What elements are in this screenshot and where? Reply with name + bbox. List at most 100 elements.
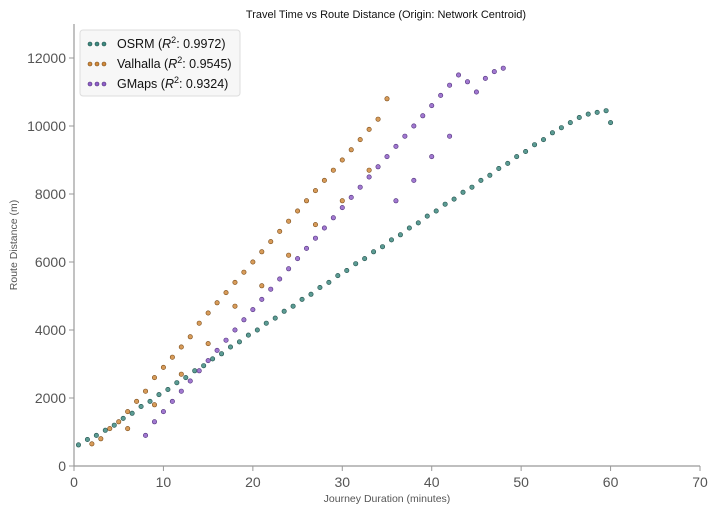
y-tick-label: 0 [58,458,66,474]
data-point [281,308,287,314]
data-point [232,279,238,285]
data-point [514,154,520,160]
data-point [456,72,462,78]
data-point [178,388,184,394]
data-point [232,327,238,333]
data-point [160,409,166,415]
data-point [125,426,131,432]
data-point [505,160,511,166]
legend-marker [87,81,93,87]
y-tick-label: 10000 [27,118,66,134]
legend-label: OSRM (R2: 0.9972) [117,35,226,51]
data-point [259,283,265,289]
data-point [330,215,336,221]
data-point [178,371,184,377]
data-point [460,189,466,195]
x-tick-label: 40 [424,474,440,490]
data-point [277,228,283,234]
legend-marker [94,81,100,87]
x-tick-label: 10 [156,474,172,490]
data-point [160,364,166,370]
data-point [304,198,310,204]
data-point [375,164,381,170]
data-point [491,69,497,75]
data-point [397,232,403,238]
data-point [187,378,193,384]
data-point [259,296,265,302]
data-point [151,402,157,408]
data-points [75,65,614,448]
data-point [339,157,345,163]
data-point [151,375,157,381]
data-point [268,239,274,245]
legend-label: GMaps (R2: 0.9324) [117,75,228,91]
data-point [464,79,470,85]
data-point [339,205,345,211]
x-tick-label: 60 [603,474,619,490]
data-point [585,111,591,117]
data-point [366,126,372,132]
data-point [357,137,363,143]
data-point [380,244,386,250]
data-point [295,256,301,262]
data-point [254,327,260,333]
data-point [241,269,247,275]
data-point [165,386,171,392]
data-point [339,198,345,204]
data-point [438,92,444,98]
data-point [348,147,354,153]
y-tick-label: 4000 [35,322,66,338]
data-point [156,392,162,398]
legend-item-gmaps: GMaps (R2: 0.9324) [87,75,228,91]
data-point [335,273,341,279]
y-ticks: 0 2000 4000 6000 8000 10000 12000 [27,50,74,474]
data-point [236,339,242,345]
data-point [388,237,394,243]
series-osrm [75,108,614,448]
data-point [214,347,220,353]
data-point [102,427,108,433]
data-point [259,249,265,255]
data-point [205,358,211,364]
legend-marker [94,41,100,47]
data-point [371,249,377,255]
data-point [353,261,359,267]
data-point [214,300,220,306]
data-point [549,130,555,136]
data-point [223,290,229,296]
data-point [317,284,323,290]
data-point [393,198,399,204]
data-point [451,196,457,202]
data-point [223,337,229,343]
data-point [312,235,318,241]
data-point [187,334,193,340]
data-point [366,167,372,173]
data-point [205,341,211,347]
data-point [330,167,336,173]
legend-marker [101,81,107,87]
data-point [178,344,184,350]
data-point [321,225,327,231]
data-point [447,133,453,139]
data-point [362,256,368,262]
data-point [442,201,448,207]
data-point [196,320,202,326]
data-point [219,351,225,357]
data-point [411,123,417,129]
data-point [348,194,354,200]
data-point [192,368,198,374]
legend-marker [101,61,107,67]
x-tick-label: 50 [513,474,529,490]
data-point [473,89,479,95]
data-point [169,398,175,404]
data-point [523,149,529,155]
data-point [429,103,435,109]
data-point [424,213,430,219]
data-point [567,120,573,126]
y-axis-title: Route Distance (m) [8,200,20,290]
data-point [268,286,274,292]
data-point [286,218,292,224]
data-point [308,291,314,297]
data-point [312,222,318,228]
